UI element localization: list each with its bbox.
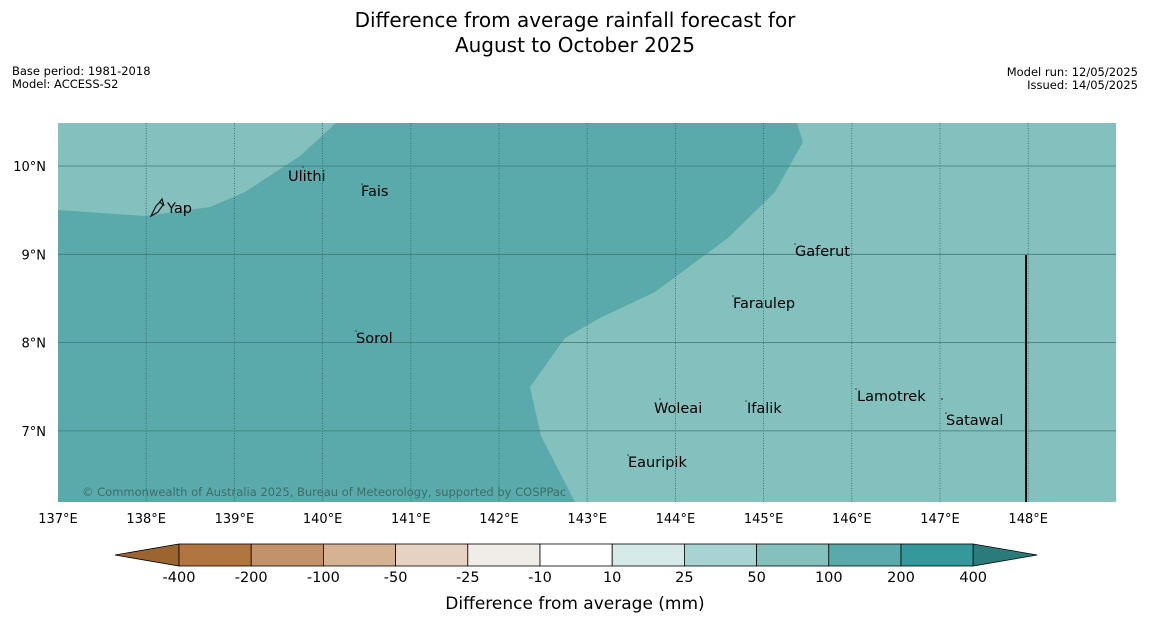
title-line-1: Difference from average rainfall forecas… xyxy=(354,8,796,32)
island-dot-east xyxy=(941,398,943,400)
place-label-woleai: Woleai xyxy=(654,401,702,417)
place-label-ulithi: Ulithi xyxy=(288,169,326,185)
graticule xyxy=(58,123,1116,502)
colorbar-segment xyxy=(900,543,974,567)
place-label-yap: Yap xyxy=(166,201,192,217)
colorbar-tick-label: 400 xyxy=(959,570,988,586)
colorbar-segment xyxy=(178,543,252,567)
island-dot-sorol xyxy=(355,330,357,332)
colorbar-tick-label: 50 xyxy=(747,570,766,586)
issued-date: Issued: 14/05/2025 xyxy=(1027,77,1138,92)
colorbar-segment xyxy=(539,543,613,567)
colorbar-tick-label: -25 xyxy=(455,570,480,586)
colorbar-segment xyxy=(395,543,469,567)
colorbar xyxy=(114,543,1038,567)
colorbar-segment xyxy=(611,543,685,567)
colorbar-segment xyxy=(756,543,830,567)
longitude-tick-label: 141°E xyxy=(391,512,431,527)
longitude-tick-label: 146°E xyxy=(832,512,872,527)
longitude-tick-label: 138°E xyxy=(126,512,166,527)
latitude-tick-label: 7°N xyxy=(22,425,47,440)
colorbar-segment xyxy=(828,543,902,567)
map-area xyxy=(58,123,1116,502)
colorbar-extend-low xyxy=(114,543,180,567)
place-label-sorol: Sorol xyxy=(356,331,393,347)
map-title: Difference from average rainfall forecas… xyxy=(0,8,1150,58)
latitude-tick-label: 10°N xyxy=(13,160,46,175)
longitude-tick-label: 139°E xyxy=(215,512,255,527)
place-label-fais: Fais xyxy=(361,184,388,200)
island-dot-satawal xyxy=(945,412,947,414)
island-dot-fais xyxy=(361,183,363,185)
place-label-eauripik: Eauripik xyxy=(628,455,687,471)
model-name: Model: ACCESS-S2 xyxy=(12,76,119,91)
colorbar-tick-label: -100 xyxy=(306,570,340,586)
colorbar-segment xyxy=(684,543,758,567)
colorbar-segment xyxy=(467,543,541,567)
longitude-tick-label: 144°E xyxy=(656,512,696,527)
colorbar-tick-label: -200 xyxy=(234,570,268,586)
colorbar-extend-high xyxy=(972,543,1038,567)
colorbar-tick-label: 200 xyxy=(887,570,915,586)
island-dot-woleai xyxy=(659,398,661,400)
island-dot-ifalik xyxy=(745,400,747,402)
colorbar-tick-label: -400 xyxy=(162,570,196,586)
dark-region-100-200 xyxy=(58,123,803,502)
island-dot-lamotrek xyxy=(855,388,857,390)
place-labels: Yap Ulithi Fais Gaferut Faraulep Sorol L… xyxy=(166,169,1003,471)
longitude-labels: 137°E 138°E 139°E 140°E 141°E 142°E 143°E 144°E… xyxy=(38,512,1048,527)
island-dot-ulithi xyxy=(302,166,304,168)
meta-right: Model run: 12/05/2025 Issued: 14/05/2025 xyxy=(1007,66,1138,91)
longitude-tick-label: 142°E xyxy=(479,512,519,527)
place-label-ifalik: Ifalik xyxy=(747,401,782,417)
colorbar-tick-label: -50 xyxy=(383,570,408,586)
yap-island-shape-north xyxy=(158,197,165,207)
yap-island-outline xyxy=(149,197,165,218)
yap-island-shape xyxy=(149,201,164,218)
colorbar-title: Difference from average (mm) xyxy=(445,594,705,614)
longitude-tick-label: 137°E xyxy=(38,512,78,527)
colorbar-tick-label: 10 xyxy=(602,570,622,586)
place-label-satawal: Satawal xyxy=(946,413,1003,429)
colorbar-tick-label: -10 xyxy=(528,570,552,586)
latitude-tick-label: 9°N xyxy=(22,248,47,263)
longitude-tick-label: 143°E xyxy=(567,512,607,527)
place-label-faraulep: Faraulep xyxy=(733,296,795,312)
island-markers xyxy=(302,166,947,456)
latitude-tick-label: 8°N xyxy=(22,337,47,352)
colorbar-segment xyxy=(250,543,324,567)
colorbar-tick-label: 100 xyxy=(814,570,843,586)
title-line-2: August to October 2025 xyxy=(454,33,696,57)
base-period: Base period: 1981-2018 xyxy=(12,64,151,78)
island-dot-eauripik xyxy=(627,454,629,456)
place-label-lamotrek: Lamotrek xyxy=(857,389,926,405)
colorbar-tick-label: 25 xyxy=(675,570,694,586)
longitude-tick-label: 140°E xyxy=(303,512,343,527)
longitude-tick-label: 148°E xyxy=(1008,512,1048,527)
island-dot-faraulep xyxy=(732,295,734,297)
meta-left: Base period: 1981-2018 Model: ACCESS-S2 xyxy=(12,65,151,90)
colorbar-segment xyxy=(322,543,396,567)
model-run: Model run: 12/05/2025 xyxy=(1006,65,1138,79)
island-dot-gaferut xyxy=(794,243,796,245)
place-label-gaferut: Gaferut xyxy=(795,244,850,260)
longitude-tick-label: 147°E xyxy=(920,512,960,527)
latitude-labels: 10°N 9°N 8°N 7°N xyxy=(13,160,46,440)
longitude-tick-label: 145°E xyxy=(744,512,784,527)
copyright-notice: © Commonwealth of Australia 2025, Bureau… xyxy=(82,485,566,499)
